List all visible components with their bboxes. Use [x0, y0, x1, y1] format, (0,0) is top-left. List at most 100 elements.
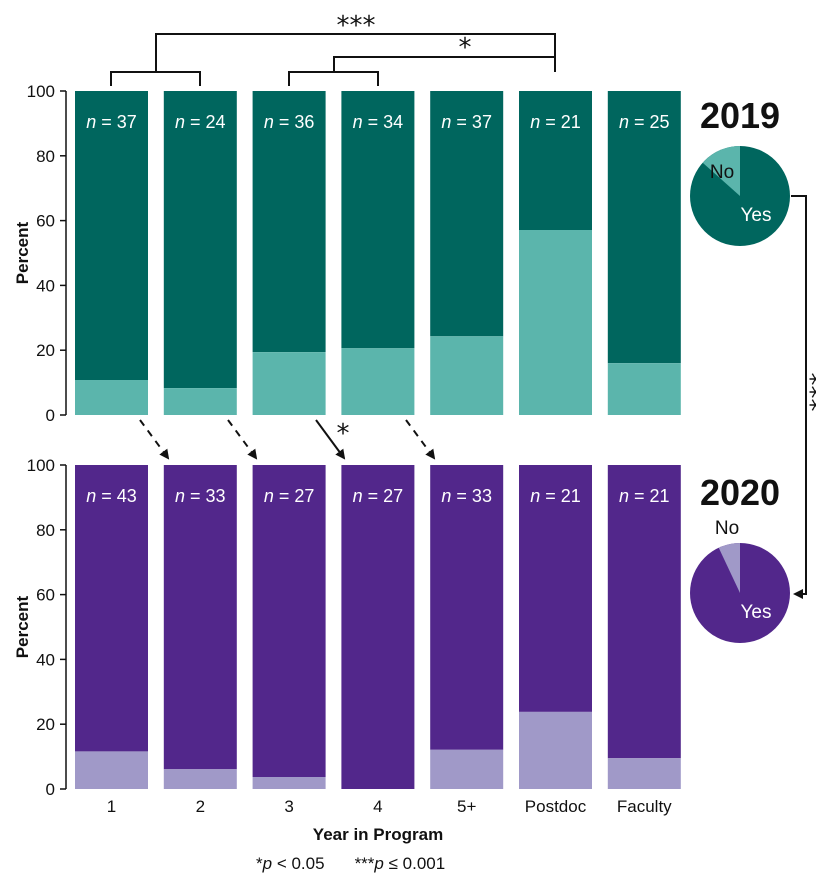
y-tick-label: 40 — [36, 276, 55, 295]
n-label: n = 37 — [86, 112, 137, 132]
x-axis-title: Year in Program — [313, 825, 443, 844]
n-label-prefix: n — [619, 112, 629, 132]
arrow-3-to-4 — [315, 419, 346, 460]
pie-label-yes: Yes — [741, 205, 772, 226]
x-tick-label: Faculty — [617, 797, 672, 816]
x-tick-label: 4 — [373, 797, 382, 816]
n-label: n = 33 — [441, 486, 492, 506]
footnote-rest-1: < 0.05 — [272, 854, 324, 873]
significance-footnote: *p < 0.05 ***p ≤ 0.001 — [256, 854, 445, 873]
n-label-prefix: n — [441, 486, 451, 506]
n-label-value: = 37 — [96, 112, 137, 132]
bracket-years-3-4 — [288, 71, 379, 86]
bar-no-Faculty — [607, 363, 681, 415]
y-tick-label: 60 — [36, 586, 55, 605]
bar-no-3 — [252, 777, 326, 789]
arrow-4-to-5 — [405, 419, 436, 460]
y-axis-title: Percent — [13, 221, 32, 284]
y-tick-label: 20 — [36, 715, 55, 734]
bar-no-4 — [341, 348, 415, 415]
footnote-stars-1: * — [256, 854, 263, 873]
n-label-prefix: n — [441, 112, 451, 132]
footnote-rest-2: ≤ 0.001 — [384, 854, 445, 873]
footnote-p-2: p — [373, 854, 383, 873]
bar-no-5+ — [430, 749, 504, 789]
bar-yes-2 — [163, 465, 237, 770]
n-label-prefix: n — [175, 112, 185, 132]
y-tick-label: 80 — [36, 521, 55, 540]
n-label-value: = 33 — [185, 486, 226, 506]
n-label-prefix: n — [619, 486, 629, 506]
n-label: n = 37 — [441, 112, 492, 132]
n-label-value: = 25 — [629, 112, 670, 132]
n-label: n = 21 — [530, 112, 581, 132]
y-axis-title: Percent — [13, 595, 32, 658]
x-tick-label: 3 — [284, 797, 293, 816]
n-label: n = 24 — [175, 112, 226, 132]
bar-no-Postdoc — [519, 711, 592, 789]
bar-no-Faculty — [607, 758, 681, 789]
n-label: n = 33 — [175, 486, 226, 506]
n-label: n = 34 — [353, 112, 404, 132]
pie-comparison-stars: *** — [795, 373, 816, 412]
n-label-value: = 34 — [363, 112, 404, 132]
significance-brackets — [110, 33, 556, 86]
bar-yes-3 — [252, 465, 326, 778]
n-label-prefix: n — [86, 112, 96, 132]
footnote-stars-2: *** — [355, 854, 375, 873]
n-label-prefix: n — [175, 486, 185, 506]
n-label: n = 21 — [530, 486, 581, 506]
bracket-top-stars: *** — [337, 11, 376, 41]
y-tick-label: 100 — [27, 456, 55, 475]
pie-slice-no — [702, 146, 740, 196]
n-label-prefix: n — [530, 486, 540, 506]
y-tick-label: 60 — [36, 212, 55, 231]
pie-label-yes: Yes — [741, 602, 772, 623]
n-label: n = 25 — [619, 112, 670, 132]
x-tick-label: 5+ — [457, 797, 476, 816]
n-label-value: = 21 — [540, 112, 581, 132]
n-label-value: = 37 — [451, 112, 492, 132]
bar-no-5+ — [430, 336, 504, 415]
n-label-prefix: n — [353, 486, 363, 506]
y-tick-label: 20 — [36, 341, 55, 360]
n-label-value: = 43 — [96, 486, 137, 506]
n-label-value: = 21 — [540, 486, 581, 506]
footnote-p-1: p — [262, 854, 272, 873]
n-label-value: = 27 — [274, 486, 315, 506]
pie-slice-no — [718, 543, 740, 593]
n-label-prefix: n — [264, 112, 274, 132]
n-label: n = 43 — [86, 486, 137, 506]
year-label-2019: 2019 — [700, 95, 780, 136]
n-label-prefix: n — [530, 112, 540, 132]
bracket-top — [155, 33, 556, 72]
x-tick-label: 2 — [196, 797, 205, 816]
bar-no-Postdoc — [519, 229, 592, 415]
n-label-prefix: n — [353, 112, 363, 132]
bar-yes-Faculty — [607, 465, 681, 759]
pie-label-no: No — [715, 518, 739, 539]
bar-no-2 — [163, 769, 237, 789]
panel-2020: 0 20 40 60 80 100 Percent n = 43 1 n = 33 2 n = 27 3… — [13, 456, 790, 816]
bar-yes-2 — [163, 91, 237, 389]
bar-no-1 — [75, 380, 148, 415]
n-label: n = 21 — [619, 486, 670, 506]
arrow-3-to-4-star: * — [337, 419, 350, 449]
n-label-value: = 36 — [274, 112, 315, 132]
bar-yes-1 — [75, 465, 148, 752]
bar-no-1 — [75, 751, 148, 789]
bar-yes-5+ — [430, 91, 504, 337]
n-label-value: = 33 — [451, 486, 492, 506]
bar-yes-1 — [75, 91, 148, 381]
n-label: n = 27 — [264, 486, 315, 506]
bar-yes-Postdoc — [519, 465, 592, 712]
bracket-mid-star: * — [459, 33, 472, 63]
bar-yes-4 — [341, 91, 415, 349]
y-tick-label: 0 — [46, 406, 55, 425]
y-tick-label: 40 — [36, 650, 55, 669]
x-tick-label: 1 — [107, 797, 116, 816]
n-label-value: = 21 — [629, 486, 670, 506]
bar-yes-5+ — [430, 465, 504, 750]
arrow-1-to-2 — [139, 419, 170, 460]
